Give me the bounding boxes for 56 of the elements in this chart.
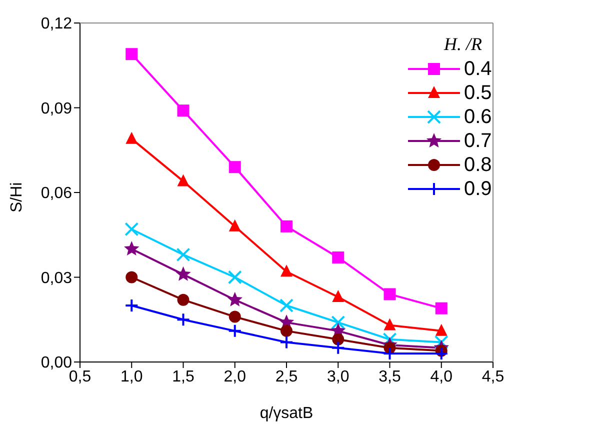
point xyxy=(124,222,139,236)
point xyxy=(332,333,344,346)
point xyxy=(126,271,138,284)
point xyxy=(280,298,294,312)
point xyxy=(280,264,292,277)
x-tick-label: 3,5 xyxy=(378,368,401,386)
point xyxy=(228,270,242,284)
legend-label: 0.7 xyxy=(464,130,492,152)
point xyxy=(177,104,190,117)
x-tick-label: 3,0 xyxy=(327,368,350,386)
x-axis-title: q/γsatB xyxy=(260,405,314,422)
point xyxy=(228,310,241,323)
point xyxy=(177,294,190,306)
y-tick-label: 0,12 xyxy=(40,16,72,33)
point xyxy=(434,335,448,350)
legend-label: 0.9 xyxy=(464,178,492,200)
point xyxy=(384,288,396,300)
point xyxy=(176,266,191,281)
point xyxy=(435,324,448,336)
point xyxy=(176,248,190,262)
point xyxy=(331,315,346,330)
point xyxy=(176,312,190,327)
point xyxy=(280,220,292,232)
point xyxy=(280,324,292,337)
legend-label: 0.4 xyxy=(464,58,492,80)
point xyxy=(228,219,241,232)
point xyxy=(384,318,396,330)
y-tick-label: 0,03 xyxy=(40,270,72,287)
point xyxy=(227,292,242,306)
x-tick-label: 2,0 xyxy=(224,368,246,386)
point xyxy=(228,324,242,338)
y-tick-label: 0,09 xyxy=(40,100,72,118)
point xyxy=(435,302,448,314)
point xyxy=(228,161,241,174)
legend-label: 0.6 xyxy=(464,106,492,128)
point xyxy=(332,290,344,302)
point xyxy=(434,346,448,361)
x-tick-label: 4,5 xyxy=(482,368,504,386)
point xyxy=(382,332,397,346)
point xyxy=(126,48,138,60)
point xyxy=(126,132,138,144)
point xyxy=(332,251,344,264)
point xyxy=(177,174,190,186)
legend-title: H. /R xyxy=(442,34,483,55)
x-tick-label: 2,5 xyxy=(275,368,298,386)
point xyxy=(331,340,346,355)
legend-label: 0.8 xyxy=(464,154,492,176)
y-axis-title: S/Hi xyxy=(8,182,26,212)
y-tick-label: 0,06 xyxy=(40,185,72,202)
legend-label: 0.5 xyxy=(464,82,492,104)
point xyxy=(124,241,140,256)
x-tick-label: 1,5 xyxy=(172,368,194,386)
x-tick-label: 4,0 xyxy=(430,368,453,386)
x-tick-label: 1,0 xyxy=(120,368,143,386)
point xyxy=(280,335,294,350)
point xyxy=(124,298,139,312)
